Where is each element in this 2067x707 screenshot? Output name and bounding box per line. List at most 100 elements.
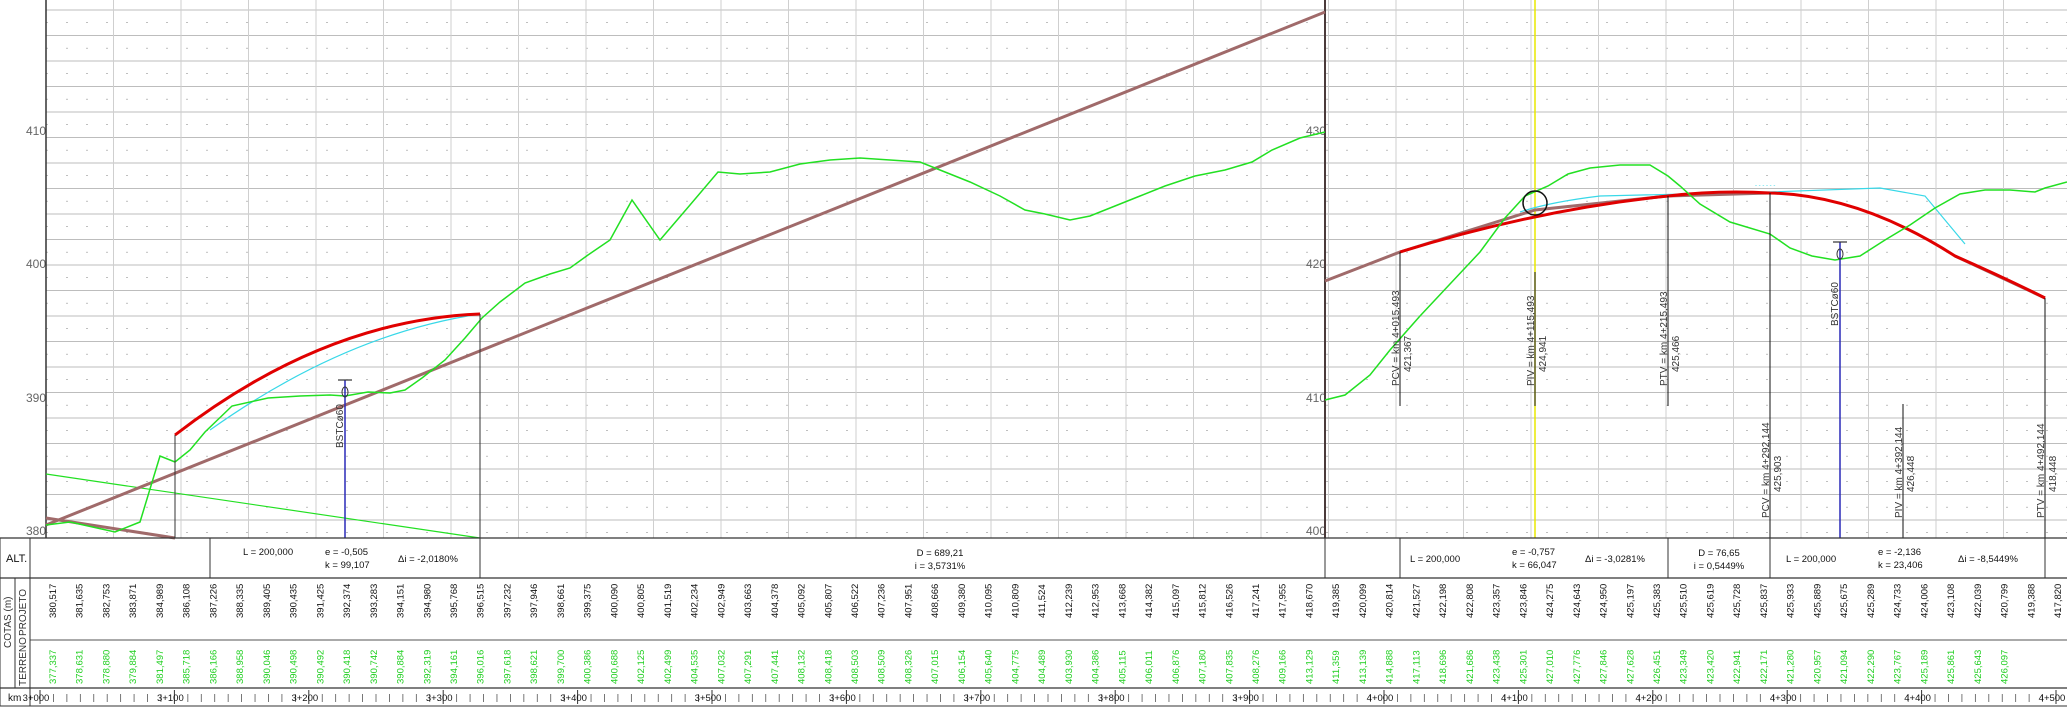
bst-label-left: BSTCø60: [335, 404, 346, 448]
projeto-cell: 409,380: [957, 584, 968, 618]
terreno-cell: 417,113: [1411, 650, 1422, 684]
proposed-grade-line-right: [1519, 187, 1966, 245]
projeto-cell: 410,809: [1010, 584, 1021, 618]
projeto-cell: 390,435: [289, 584, 300, 618]
projeto-cell: 395,768: [449, 584, 460, 618]
curve-1-delta-i: Δi = -3,0281%: [1585, 554, 1646, 565]
curve-1-k: k = 66,047: [1512, 560, 1557, 571]
terreno-cell: 403,930: [1064, 650, 1075, 684]
terreno-cell: 402,499: [663, 650, 674, 684]
terreno-cell: 408,276: [1251, 650, 1262, 684]
projeto-cell: 383,871: [128, 584, 139, 618]
bst-label-right: BSTCø60: [1830, 282, 1841, 326]
projeto-cell: 405,807: [823, 584, 834, 618]
terreno-cell: 420,957: [1812, 650, 1823, 684]
projeto-cell: 411,524: [1037, 584, 1048, 618]
elevation-label-right: 400: [1306, 524, 1326, 538]
terrain-line-left: [45, 131, 1326, 533]
projeto-cell: 380,517: [48, 584, 59, 618]
projeto-cell: 413,668: [1117, 584, 1128, 618]
projeto-label: PROJETO: [18, 589, 29, 636]
station-label: 3+400: [560, 693, 587, 704]
left-tangent-stub: [45, 516, 176, 540]
projeto-cell: 400,090: [609, 584, 620, 618]
tangent-right-grade: i = 0,5449%: [1694, 561, 1745, 572]
elevation-label-right: 410: [1306, 391, 1326, 405]
terreno-cell: 423,349: [1679, 650, 1690, 684]
projeto-cell: 420,799: [2000, 584, 2011, 618]
terreno-cell: 425,189: [1919, 650, 1930, 684]
projeto-cell: 420,099: [1358, 584, 1369, 618]
pcv-value-1: 421,367: [1403, 335, 1414, 372]
terreno-cell: 413,129: [1304, 650, 1315, 684]
terreno-cell: 426,097: [2000, 650, 2011, 684]
terreno-cell: 418,696: [1438, 650, 1449, 684]
terreno-cell: 407,835: [1224, 650, 1235, 684]
projeto-cell: 397,946: [529, 584, 540, 618]
projeto-cell: 423,357: [1492, 584, 1503, 618]
projeto-cell: 424,006: [1919, 584, 1930, 618]
terreno-cell: 397,618: [502, 650, 513, 684]
terreno-cell: 414,888: [1385, 650, 1396, 684]
piv-label-1: PIV = km 4+115,493: [1526, 295, 1537, 386]
projeto-cell: 412,953: [1091, 584, 1102, 618]
terreno-cell: 392,319: [422, 650, 433, 684]
tangent-left-distance: D = 689,21: [917, 548, 964, 559]
projeto-cell: 425,619: [1705, 584, 1716, 618]
km-label: km: [8, 693, 21, 704]
projeto-cell: 425,728: [1732, 584, 1743, 618]
projeto-cell: 415,812: [1198, 584, 1209, 618]
terreno-cell: 421,686: [1465, 650, 1476, 684]
vertical-curves-right: [1399, 190, 2046, 300]
terreno-cell: 404,775: [1010, 650, 1021, 684]
terreno-cell: 378,880: [101, 650, 112, 684]
terreno-cell: 390,492: [315, 650, 326, 684]
curve-1-e: e = -0,757: [1512, 547, 1555, 558]
terreno-cell: 423,420: [1705, 650, 1716, 684]
terreno-cell: 427,010: [1545, 650, 1556, 684]
data-table: [0, 537, 2067, 707]
projeto-cell: 425,383: [1652, 584, 1663, 618]
projeto-cell: 425,197: [1625, 584, 1636, 618]
terreno-cell: 390,742: [369, 650, 380, 684]
curve-2-length: L = 200,000: [1786, 554, 1836, 565]
curve-left-e: e = -0,505: [325, 547, 368, 558]
projeto-cell: 423,846: [1518, 584, 1529, 618]
terreno-cell: 423,767: [1893, 650, 1904, 684]
terreno-cell: 399,700: [556, 650, 567, 684]
station-label: 4+300: [1770, 693, 1797, 704]
terreno-cell: 423,438: [1492, 650, 1503, 684]
terreno-cell: 394,161: [449, 650, 460, 684]
projeto-cell: 384,989: [155, 584, 166, 618]
elevation-grid: [45, 0, 2067, 538]
terreno-cell: 404,535: [690, 650, 701, 684]
projeto-cell: 416,526: [1224, 584, 1235, 618]
terreno-cell: 408,132: [797, 650, 808, 684]
terreno-cell: 425,301: [1518, 650, 1529, 684]
projeto-cell: 417,241: [1251, 584, 1262, 618]
terreno-row: 377,337 378,631 378,880 379,884 381,497 385,7…: [48, 650, 2011, 684]
curve-2-e: e = -2,136: [1878, 547, 1921, 558]
terreno-cell: 390,046: [262, 650, 273, 684]
elevation-label-left: 380: [26, 524, 46, 538]
projeto-cell: 418,670: [1304, 584, 1315, 618]
projeto-cell: 386,108: [182, 584, 193, 618]
projeto-cell: 419,388: [2026, 584, 2037, 618]
projeto-cell: 425,289: [1866, 584, 1877, 618]
projeto-cell: 388,335: [235, 584, 246, 618]
terreno-cell: 398,621: [529, 650, 540, 684]
terreno-cell: 427,846: [1599, 650, 1610, 684]
curve-2-delta-i: Δi = -8,5449%: [1958, 554, 2019, 565]
terreno-cell: 388,958: [235, 650, 246, 684]
piv-value-1: 424,941: [1538, 335, 1549, 372]
projeto-cell: 415,097: [1171, 584, 1182, 618]
terreno-cell: 385,718: [182, 650, 193, 684]
alt-label: ALT.: [6, 553, 27, 565]
elevation-labels: 410 400 390 380 430 420 410 400: [26, 124, 1326, 538]
projeto-cell: 425,933: [1786, 584, 1797, 618]
projeto-cell: 387,226: [208, 584, 219, 618]
elevation-label-right: 420: [1306, 257, 1326, 271]
projeto-cell: 401,519: [663, 584, 674, 618]
projeto-cell: 400,805: [636, 584, 647, 618]
